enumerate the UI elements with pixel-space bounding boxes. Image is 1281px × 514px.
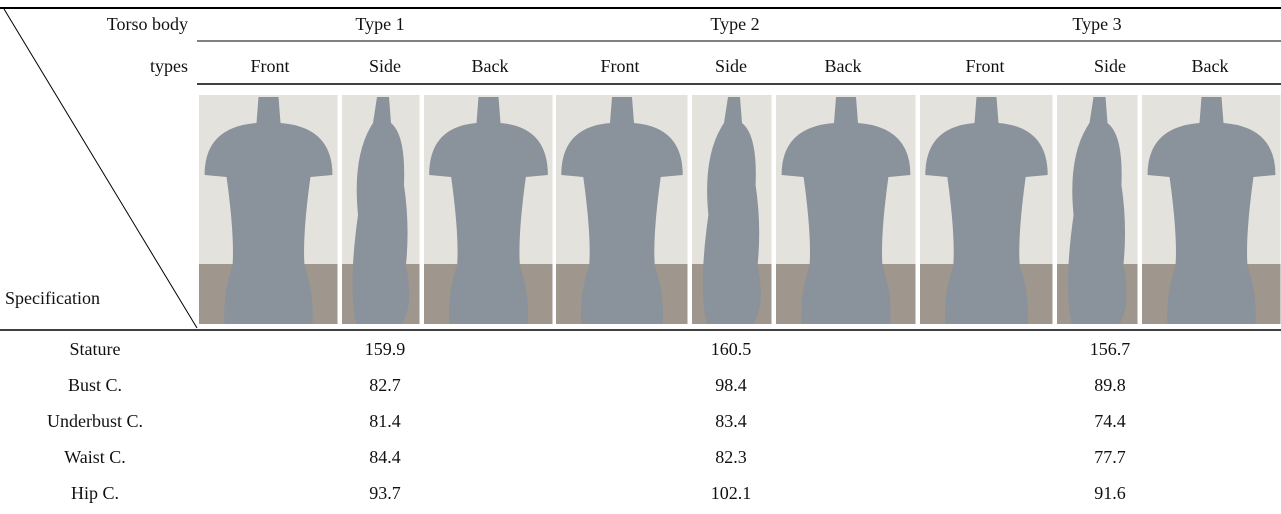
row-label: Bust C. [68, 375, 122, 395]
view-header: Side [715, 56, 747, 76]
cell-value: 89.8 [1094, 375, 1126, 395]
corner-label: types [150, 56, 188, 76]
view-header: Side [369, 56, 401, 76]
view-header: Front [600, 56, 639, 76]
row-label: Hip C. [71, 483, 119, 503]
cell-value: 159.9 [365, 339, 406, 359]
cell-value: 84.4 [369, 447, 401, 467]
row-label: Waist C. [64, 447, 126, 467]
cell-value: 82.3 [715, 447, 747, 467]
cell-value: 91.6 [1094, 483, 1126, 503]
view-header: Front [250, 56, 289, 76]
cell-value: 93.7 [369, 483, 401, 503]
cell-value: 81.4 [369, 411, 401, 431]
view-header: Back [1192, 56, 1229, 76]
cell-value: 77.7 [1094, 447, 1126, 467]
cell-value: 82.7 [369, 375, 401, 395]
view-header: Back [472, 56, 509, 76]
cell-value: 156.7 [1090, 339, 1131, 359]
cell-value: 160.5 [711, 339, 752, 359]
group-header: Type 1 [355, 14, 404, 34]
cell-value: 83.4 [715, 411, 747, 431]
table-lines [0, 0, 1281, 514]
cell-value: 98.4 [715, 375, 747, 395]
table-page: Torso body types Specification Type 1 Typ… [0, 0, 1281, 514]
row-label: Underbust C. [47, 411, 143, 431]
cell-value: 74.4 [1094, 411, 1126, 431]
group-header: Type 2 [710, 14, 759, 34]
cell-value: 102.1 [711, 483, 752, 503]
view-header: Back [825, 56, 862, 76]
group-header: Type 3 [1072, 14, 1121, 34]
row-label: Stature [70, 339, 121, 359]
corner-label: Specification [5, 288, 100, 308]
corner-label: Torso body [107, 14, 188, 34]
view-header: Side [1094, 56, 1126, 76]
view-header: Front [965, 56, 1004, 76]
